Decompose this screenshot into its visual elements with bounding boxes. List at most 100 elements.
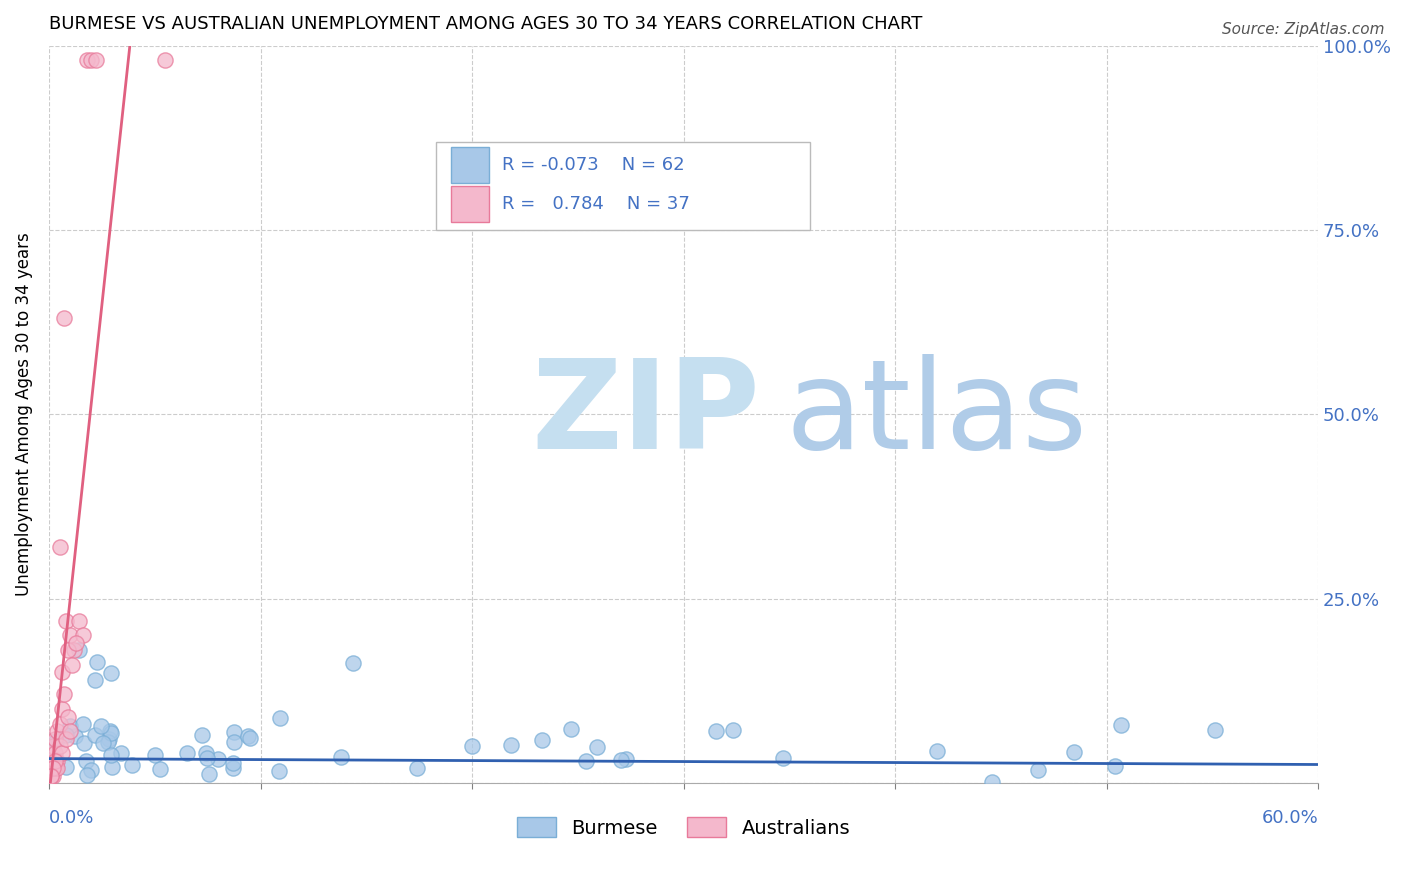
- Point: [560, 722, 582, 736]
- Text: BURMESE VS AUSTRALIAN UNEMPLOYMENT AMONG AGES 30 TO 34 YEARS CORRELATION CHART: BURMESE VS AUSTRALIAN UNEMPLOYMENT AMONG…: [49, 15, 922, 33]
- Point: [51, 702, 73, 716]
- Point: [704, 724, 727, 739]
- Point: [97, 735, 120, 749]
- Point: [44, 731, 66, 746]
- Point: [101, 759, 124, 773]
- Point: [586, 739, 609, 754]
- Point: [330, 750, 353, 764]
- Point: [100, 726, 122, 740]
- Point: [39, 768, 62, 782]
- Point: [67, 614, 90, 628]
- Point: [90, 719, 112, 733]
- Point: [48, 540, 70, 554]
- Text: R = -0.073    N = 62: R = -0.073 N = 62: [502, 156, 685, 174]
- Point: [149, 762, 172, 776]
- Point: [72, 716, 94, 731]
- Point: [406, 761, 429, 775]
- Point: [42, 739, 65, 753]
- Point: [59, 724, 82, 739]
- Point: [56, 709, 79, 723]
- Point: [1109, 717, 1132, 731]
- Point: [1063, 745, 1085, 759]
- Point: [222, 735, 245, 749]
- Point: [721, 723, 744, 738]
- Point: [197, 750, 219, 764]
- Point: [155, 54, 177, 68]
- Point: [63, 729, 86, 743]
- Text: R =   0.784    N = 37: R = 0.784 N = 37: [502, 195, 690, 213]
- Point: [44, 747, 66, 761]
- Point: [42, 754, 65, 768]
- Text: atlas: atlas: [785, 354, 1087, 475]
- Point: [73, 736, 96, 750]
- Text: Source: ZipAtlas.com: Source: ZipAtlas.com: [1222, 22, 1385, 37]
- Point: [48, 717, 70, 731]
- Point: [191, 728, 214, 742]
- Point: [84, 728, 107, 742]
- Point: [80, 54, 103, 68]
- Point: [239, 731, 262, 745]
- Point: [55, 731, 77, 746]
- Point: [51, 665, 73, 680]
- Point: [84, 54, 107, 68]
- Point: [1204, 723, 1226, 738]
- Point: [143, 748, 166, 763]
- Point: [55, 759, 77, 773]
- Point: [176, 746, 198, 760]
- Point: [84, 673, 107, 687]
- Point: [575, 754, 598, 768]
- Point: [1026, 763, 1049, 777]
- FancyBboxPatch shape: [436, 142, 810, 230]
- Point: [55, 614, 77, 628]
- Point: [39, 768, 62, 782]
- Point: [72, 628, 94, 642]
- FancyBboxPatch shape: [451, 186, 489, 222]
- Point: [48, 739, 70, 753]
- Text: ZIP: ZIP: [531, 354, 761, 475]
- Point: [207, 752, 229, 766]
- Point: [927, 744, 949, 758]
- Point: [42, 761, 65, 775]
- Point: [221, 761, 243, 775]
- Point: [614, 752, 637, 766]
- Point: [100, 723, 122, 738]
- Point: [39, 761, 62, 775]
- Point: [610, 753, 633, 767]
- Point: [60, 657, 83, 672]
- Point: [59, 719, 82, 733]
- Point: [121, 757, 143, 772]
- Point: [45, 733, 67, 747]
- Point: [222, 756, 245, 770]
- Point: [86, 655, 108, 669]
- Point: [981, 775, 1004, 789]
- Point: [197, 767, 219, 781]
- Point: [52, 688, 75, 702]
- Point: [42, 768, 65, 782]
- Point: [56, 643, 79, 657]
- Point: [76, 54, 98, 68]
- Point: [110, 746, 132, 760]
- Point: [267, 764, 290, 778]
- Point: [76, 768, 98, 782]
- Point: [342, 657, 364, 671]
- Point: [44, 754, 66, 768]
- Text: 0.0%: 0.0%: [49, 809, 94, 828]
- Point: [461, 739, 484, 753]
- Point: [75, 755, 97, 769]
- Point: [224, 724, 246, 739]
- Point: [67, 643, 90, 657]
- Point: [44, 761, 66, 775]
- Point: [100, 665, 122, 680]
- Point: [530, 733, 553, 747]
- Point: [100, 747, 122, 762]
- Point: [52, 311, 75, 326]
- FancyBboxPatch shape: [451, 147, 489, 183]
- Point: [65, 636, 87, 650]
- Point: [63, 643, 86, 657]
- Point: [59, 628, 82, 642]
- Point: [46, 761, 69, 775]
- Point: [195, 746, 218, 760]
- Point: [772, 751, 794, 765]
- Point: [80, 763, 103, 777]
- Point: [55, 728, 77, 742]
